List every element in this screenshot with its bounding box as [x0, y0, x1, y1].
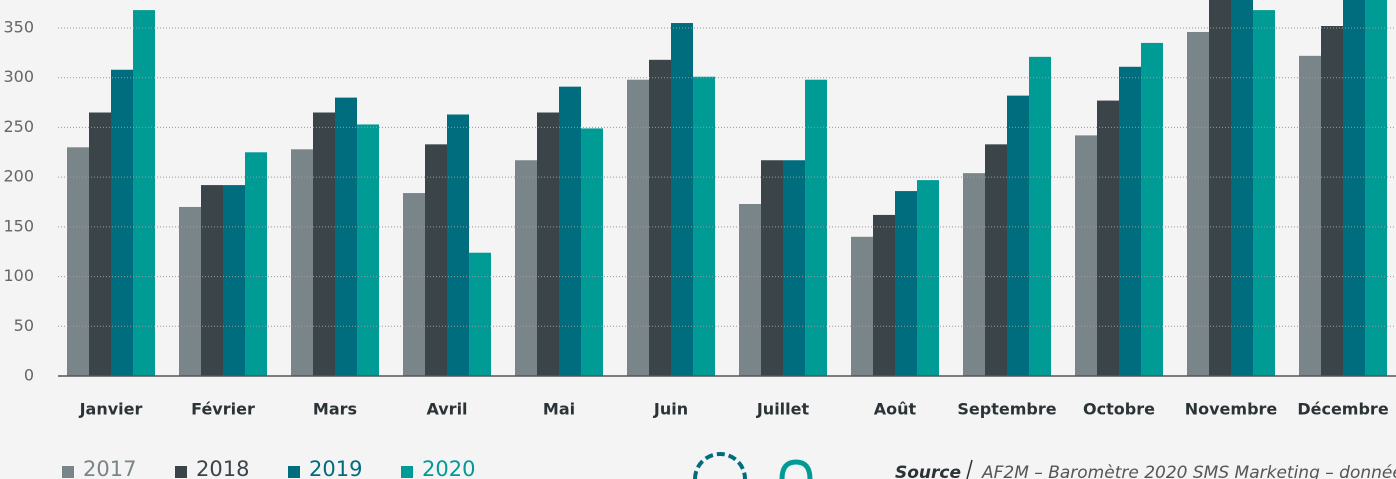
x-tick-label: Août — [874, 400, 917, 419]
x-tick-label: Avril — [426, 400, 467, 419]
bar — [963, 173, 985, 376]
bar — [873, 214, 895, 376]
bar — [761, 160, 783, 376]
bar — [805, 79, 827, 377]
bar — [1119, 66, 1141, 376]
bar — [1007, 95, 1029, 377]
y-tick-label: 50 — [14, 316, 34, 335]
bar — [1075, 135, 1097, 376]
legend-swatch — [401, 466, 413, 478]
x-tick-label: Mai — [543, 400, 575, 419]
plot-area — [67, 0, 1387, 377]
source-text: AF2M – Baromètre 2020 SMS Marketing – do… — [981, 463, 1396, 479]
bar — [1299, 55, 1321, 377]
bar — [67, 147, 89, 376]
legend-label: 2017 — [83, 457, 136, 479]
x-tick-label: Janvier — [79, 400, 143, 419]
source-label: Source — [895, 463, 961, 479]
bar — [111, 69, 133, 376]
x-tick-label: Mars — [313, 400, 357, 419]
bar — [291, 149, 313, 376]
bar — [313, 112, 335, 376]
bar — [1097, 100, 1119, 376]
legend-label: 2018 — [196, 457, 249, 479]
separator — [966, 459, 973, 479]
bar — [469, 252, 491, 376]
x-tick-label: Juin — [653, 400, 688, 419]
x-tick-label: Décembre — [1297, 400, 1388, 419]
bar — [357, 124, 379, 377]
bar — [581, 128, 603, 376]
bar — [1321, 26, 1343, 377]
bar — [1209, 0, 1231, 376]
legend-swatch — [288, 466, 300, 478]
y-tick-label: 100 — [3, 266, 34, 285]
bar — [1029, 56, 1051, 376]
bar — [1141, 42, 1163, 377]
bar — [425, 144, 447, 376]
bar — [223, 185, 245, 376]
bar — [537, 112, 559, 376]
logo — [693, 452, 747, 479]
y-tick-label: 350 — [3, 18, 34, 37]
bar — [403, 193, 425, 376]
y-tick-label: 150 — [3, 216, 34, 235]
bar — [335, 97, 357, 376]
bar — [627, 79, 649, 377]
x-tick-label: Septembre — [957, 400, 1056, 419]
bar — [201, 185, 223, 376]
logo — [779, 459, 813, 479]
bar — [1365, 0, 1387, 377]
y-tick-label: 300 — [3, 67, 34, 86]
bar — [89, 112, 111, 376]
y-tick-label: 200 — [3, 167, 34, 186]
legend-label: 2019 — [309, 457, 362, 479]
bar — [179, 206, 201, 376]
bar — [917, 180, 939, 376]
bar — [1343, 0, 1365, 376]
legend-swatch — [175, 466, 187, 478]
bar — [671, 23, 693, 377]
bar — [1187, 31, 1209, 376]
bar — [515, 160, 537, 376]
bar — [851, 236, 873, 376]
x-tick-label: Novembre — [1185, 400, 1278, 419]
bar — [783, 160, 805, 376]
legend-swatch — [62, 466, 74, 478]
y-tick-label: 0 — [24, 366, 34, 385]
bar — [1231, 0, 1253, 376]
legend-label: 2020 — [422, 457, 475, 479]
y-tick-label: 250 — [3, 117, 34, 136]
bar — [133, 10, 155, 377]
bar — [447, 114, 469, 376]
bar — [245, 152, 267, 376]
x-tick-label: Octobre — [1083, 400, 1155, 419]
bar — [739, 203, 761, 376]
x-tick-label: Juillet — [756, 400, 810, 419]
bar — [895, 191, 917, 376]
bar — [559, 86, 581, 377]
bar — [1253, 10, 1275, 377]
x-tick-label: Février — [191, 400, 255, 419]
bar — [985, 144, 1007, 376]
bar — [649, 59, 671, 377]
